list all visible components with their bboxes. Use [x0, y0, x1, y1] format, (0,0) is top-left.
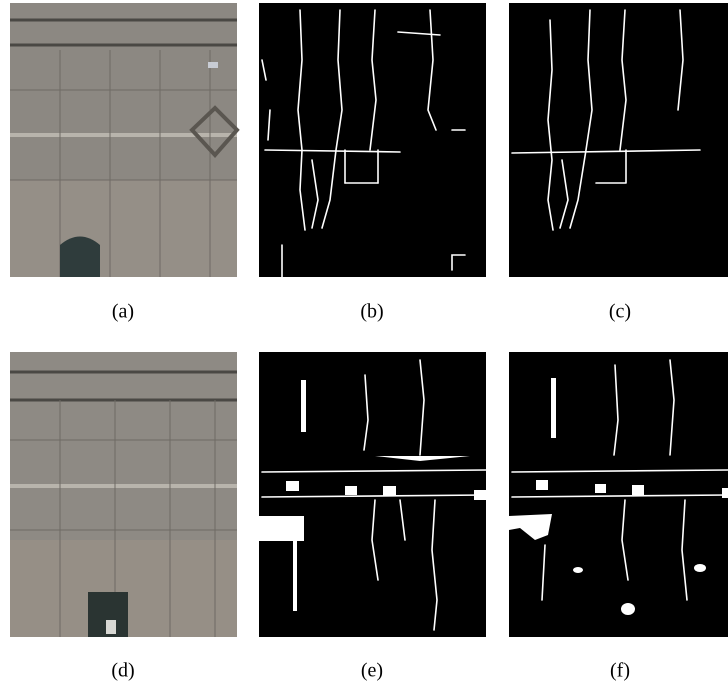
- mask-c: [509, 3, 728, 277]
- caption: (b): [360, 301, 383, 323]
- caption: (d): [111, 660, 134, 682]
- caption: (c): [609, 301, 631, 323]
- mask-f: [509, 352, 728, 637]
- mask-e: [259, 352, 486, 637]
- photo-d: [10, 352, 237, 637]
- photo-a: [10, 3, 237, 277]
- caption: (a): [112, 301, 134, 323]
- mask-b: [259, 3, 486, 277]
- figure: (a) (b) (c) (d) (e) (f): [0, 0, 728, 688]
- caption: (e): [361, 660, 383, 682]
- caption: (f): [610, 660, 630, 682]
